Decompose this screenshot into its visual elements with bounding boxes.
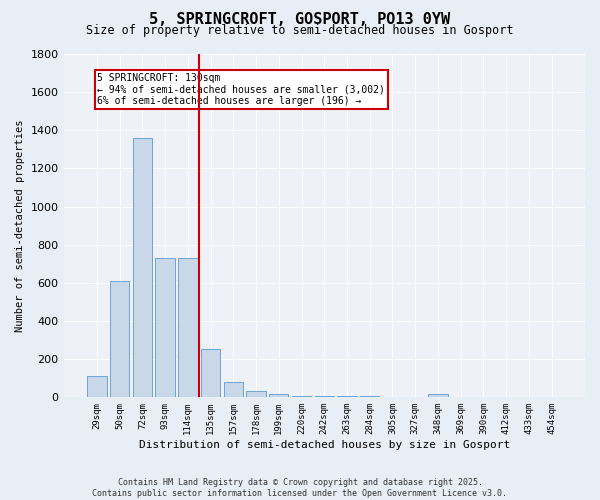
Bar [337,396,356,398]
Bar [133,138,152,398]
Bar [178,258,197,398]
Y-axis label: Number of semi-detached properties: Number of semi-detached properties [15,120,25,332]
Bar [269,394,289,398]
Bar [87,376,107,398]
Text: Size of property relative to semi-detached houses in Gosport: Size of property relative to semi-detach… [86,24,514,37]
Text: Contains HM Land Registry data © Crown copyright and database right 2025.
Contai: Contains HM Land Registry data © Crown c… [92,478,508,498]
Bar [360,396,379,398]
Text: 5 SPRINGCROFT: 130sqm
← 94% of semi-detached houses are smaller (3,002)
6% of se: 5 SPRINGCROFT: 130sqm ← 94% of semi-deta… [97,73,385,106]
Bar [155,258,175,398]
Bar [292,396,311,398]
X-axis label: Distribution of semi-detached houses by size in Gosport: Distribution of semi-detached houses by … [139,440,510,450]
Bar [314,396,334,398]
Text: 5, SPRINGCROFT, GOSPORT, PO13 0YW: 5, SPRINGCROFT, GOSPORT, PO13 0YW [149,12,451,28]
Bar [428,394,448,398]
Bar [224,382,243,398]
Bar [201,348,220,398]
Bar [247,390,266,398]
Bar [110,281,130,398]
